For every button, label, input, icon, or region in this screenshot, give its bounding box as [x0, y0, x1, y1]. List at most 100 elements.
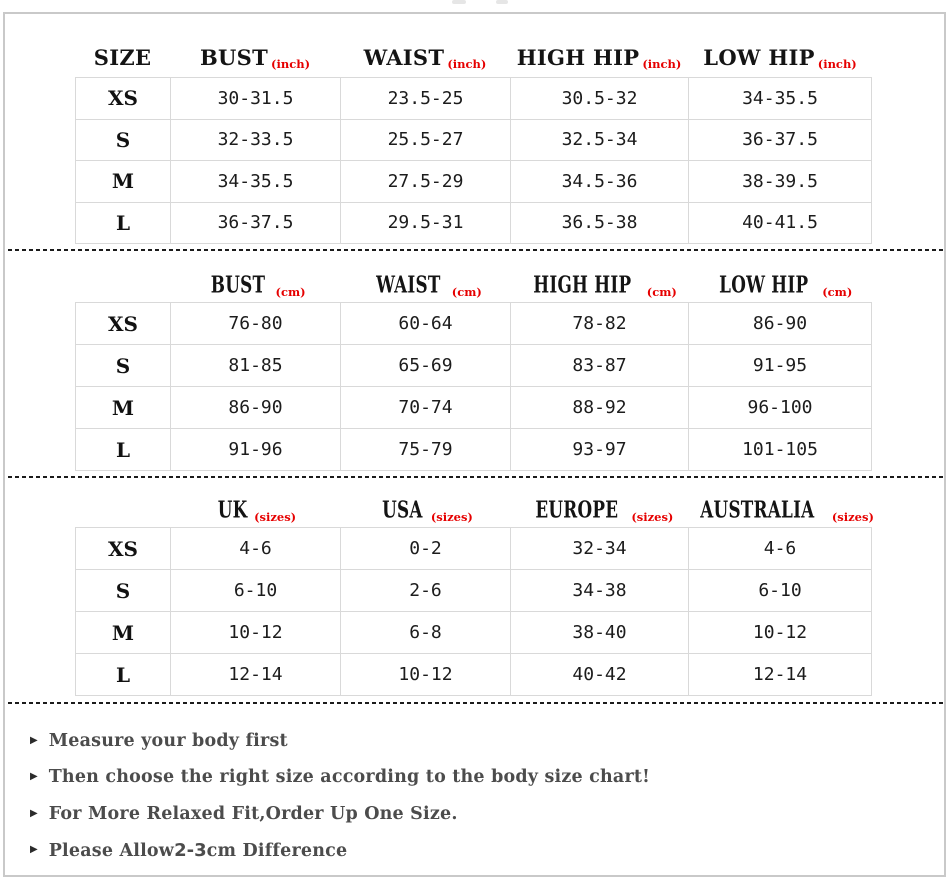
value-cell: 96-100 — [689, 387, 871, 428]
header-label: EUROPE — [535, 495, 618, 523]
unit-label: (sizes) — [430, 510, 473, 524]
unit-label: (cm) — [275, 285, 306, 299]
header-label: BUST — [199, 45, 269, 70]
size-cell: L — [76, 429, 170, 470]
size-cell: M — [76, 161, 170, 202]
value-cell: 12-14 — [689, 654, 871, 695]
value-cell: 60-64 — [341, 303, 510, 344]
size-cell: M — [76, 612, 170, 653]
value-cell: 91-96 — [171, 429, 340, 470]
value-cell: 38-39.5 — [689, 161, 871, 202]
value-cell: 40-41.5 — [689, 202, 871, 243]
note-text-prefix: Please Allow — [48, 840, 175, 861]
note-text-highlight: 2-3 — [174, 840, 207, 861]
column-header-australia: AUSTRALIA (sizes) — [688, 495, 874, 524]
value-cell: 34.5-36 — [511, 161, 688, 202]
cropped-text-remnant — [496, 0, 508, 4]
value-cell: 36-37.5 — [171, 202, 340, 243]
triangle-bullet-icon: ▶ — [30, 844, 38, 855]
column-header-uk: UK (sizes) — [170, 495, 340, 524]
column-header-waist: WAIST (inch) — [340, 45, 510, 71]
value-cell: 25.5-27 — [341, 119, 510, 160]
size-cell: S — [76, 345, 170, 386]
dashed-divider — [8, 476, 944, 478]
column-header-high-hip: HIGH HIP (inch) — [510, 45, 688, 71]
value-cell: 23.5-25 — [341, 78, 510, 119]
header-label: UK — [217, 495, 248, 523]
note-text: For More Relaxed Fit,Order Up One Size. — [48, 804, 458, 824]
value-cell: 101-105 — [689, 429, 871, 470]
header-label: HIGH HIP — [533, 270, 632, 298]
unit-label: (cm) — [451, 285, 482, 299]
value-cell: 32-33.5 — [171, 119, 340, 160]
triangle-bullet-icon: ▶ — [30, 734, 38, 746]
value-cell: 4-6 — [689, 528, 871, 569]
cropped-text-remnant — [452, 0, 466, 4]
triangle-bullet-icon: ▶ — [30, 807, 38, 819]
value-cell: 10-12 — [341, 654, 510, 695]
header-label: WAIST — [363, 45, 445, 70]
value-cell: 34-35.5 — [171, 161, 340, 202]
value-cell: 70-74 — [341, 387, 510, 428]
header-label: LOW HIP — [718, 270, 809, 298]
size-cell: S — [76, 570, 170, 611]
note-text: Then choose the right size according to … — [48, 767, 651, 787]
value-cell: 86-90 — [171, 387, 340, 428]
size-cell: L — [76, 202, 170, 243]
unit-label: (sizes) — [631, 510, 674, 524]
value-cell: 10-12 — [171, 612, 340, 653]
unit-label: (cm) — [822, 285, 853, 299]
value-cell: 86-90 — [689, 303, 871, 344]
column-header-bust: BUST (inch) — [170, 45, 340, 71]
header-label: AUSTRALIA — [700, 495, 815, 523]
value-cell: 10-12 — [689, 612, 871, 653]
value-cell: 29.5-31 — [341, 202, 510, 243]
triangle-bullet-icon: ▶ — [30, 770, 38, 782]
value-cell: 34-38 — [511, 570, 688, 611]
value-cell: 30-31.5 — [171, 78, 340, 119]
value-cell: 12-14 — [171, 654, 340, 695]
size-cell: XS — [76, 528, 170, 569]
column-header-usa: USA (sizes) — [340, 495, 510, 524]
note-measure-first: ▶ Measure your body first — [30, 731, 288, 751]
value-cell: 83-87 — [511, 345, 688, 386]
size-cell: XS — [76, 303, 170, 344]
column-header-europe: EUROPE (sizes) — [510, 495, 688, 524]
column-header-low-hip: LOW HIP (cm) — [688, 270, 872, 299]
value-cell: 6-10 — [171, 570, 340, 611]
value-cell: 75-79 — [341, 429, 510, 470]
size-cell: M — [76, 387, 170, 428]
unit-label: (sizes) — [254, 510, 297, 524]
value-cell: 93-97 — [511, 429, 688, 470]
value-cell: 2-6 — [341, 570, 510, 611]
value-cell: 0-2 — [341, 528, 510, 569]
unit-label: (inch) — [642, 57, 682, 71]
value-cell: 88-92 — [511, 387, 688, 428]
header-label: USA — [382, 495, 423, 523]
header-label: HIGH HIP — [516, 45, 640, 70]
column-header-waist: WAIST (cm) — [340, 270, 510, 299]
header-label: BUST — [211, 270, 266, 298]
value-cell: 30.5-32 — [511, 78, 688, 119]
value-cell: 91-95 — [689, 345, 871, 386]
column-header-low-hip: LOW HIP (inch) — [688, 45, 872, 71]
column-header-bust: BUST (cm) — [170, 270, 340, 299]
inch-size-table: XS 30-31.5 23.5-25 30.5-32 34-35.5 S 32-… — [75, 77, 872, 244]
value-cell: 36.5-38 — [511, 202, 688, 243]
value-cell: 65-69 — [341, 345, 510, 386]
value-cell: 38-40 — [511, 612, 688, 653]
note-text-suffix: cm Difference — [206, 840, 348, 861]
value-cell: 40-42 — [511, 654, 688, 695]
header-label: WAIST — [376, 270, 441, 298]
column-header-size: SIZE — [75, 45, 170, 70]
inch-table-header-row: SIZE BUST (inch) WAIST (inch) HIGH HIP (inc… — [75, 26, 872, 71]
value-cell: 6-10 — [689, 570, 871, 611]
cm-size-table: XS 76-80 60-64 78-82 86-90 S 81-85 65-69… — [75, 302, 872, 471]
dashed-divider — [8, 702, 944, 704]
value-cell: 32-34 — [511, 528, 688, 569]
note-allow-difference: ▶ Please Allow 2-3 cm Difference — [30, 840, 347, 861]
value-cell: 6-8 — [341, 612, 510, 653]
header-label: LOW HIP — [703, 45, 815, 70]
unit-label: (inch) — [447, 57, 487, 71]
